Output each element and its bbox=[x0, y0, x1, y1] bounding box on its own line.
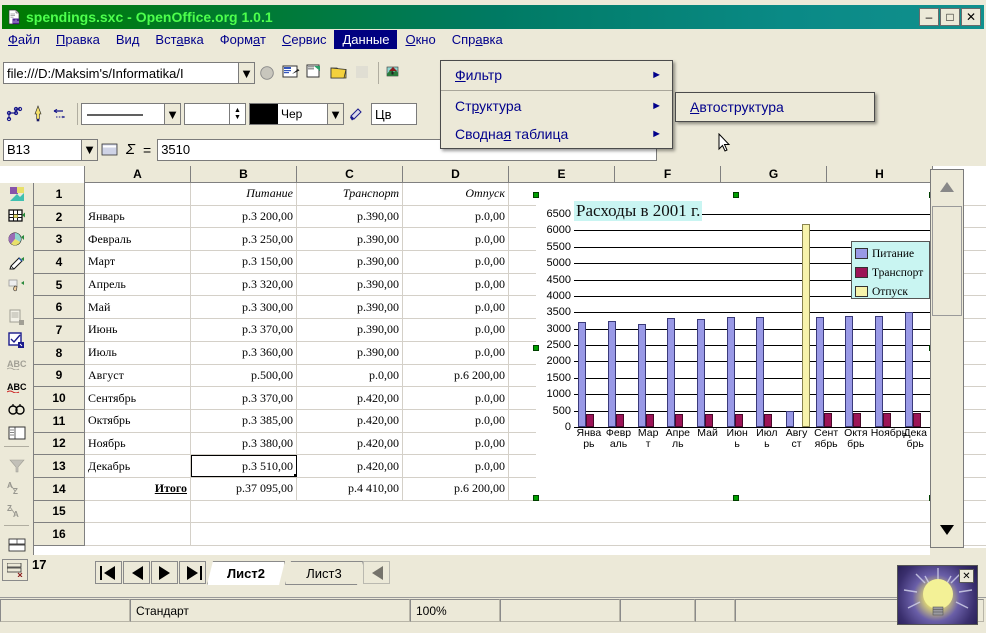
svg-text:ABC: ABC bbox=[7, 359, 27, 369]
svg-text:Z: Z bbox=[13, 487, 18, 496]
svg-text:A: A bbox=[13, 510, 19, 519]
